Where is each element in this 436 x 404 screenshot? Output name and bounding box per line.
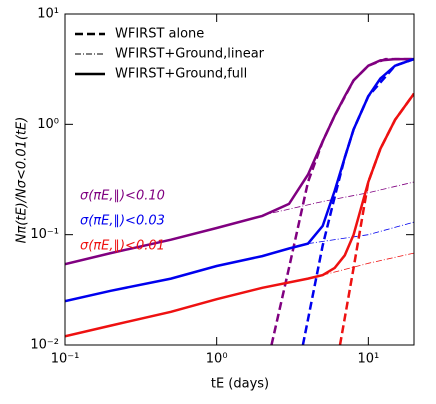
annotation: σ(πE,∥)<0.10 — [80, 189, 165, 204]
plot-lines — [65, 57, 414, 345]
legend-label: WFIRST alone — [115, 27, 204, 42]
y-tick-label: 10⁰ — [37, 117, 59, 132]
series-line — [307, 221, 414, 244]
y-tick-label: 10⁻² — [30, 338, 59, 353]
annotation: σ(πE,∥)<0.03 — [80, 214, 165, 229]
series-line — [270, 57, 414, 345]
x-axis-label: tE (days) — [211, 377, 269, 392]
x-tick-label: 10¹ — [357, 352, 379, 367]
plot-frame — [64, 13, 415, 346]
y-tick-label: 10¹ — [37, 7, 59, 22]
series-line — [65, 57, 414, 303]
y-axis-label: Nπ(tE)/Nσ<0.01(tE) — [15, 117, 30, 244]
legend-label: WFIRST+Ground,full — [115, 67, 247, 82]
legend-label: WFIRST+Ground,linear — [115, 47, 265, 62]
series-line — [338, 92, 414, 345]
series-line — [301, 57, 414, 345]
series-line — [322, 252, 414, 276]
series-line — [262, 181, 414, 216]
y-tick-label: 10⁻¹ — [30, 227, 59, 242]
x-tick-label: 10⁻¹ — [51, 352, 80, 367]
series-line — [65, 57, 414, 266]
x-tick-label: 10⁰ — [206, 352, 228, 367]
annotation: σ(πE,∥)<0.01 — [80, 239, 165, 254]
